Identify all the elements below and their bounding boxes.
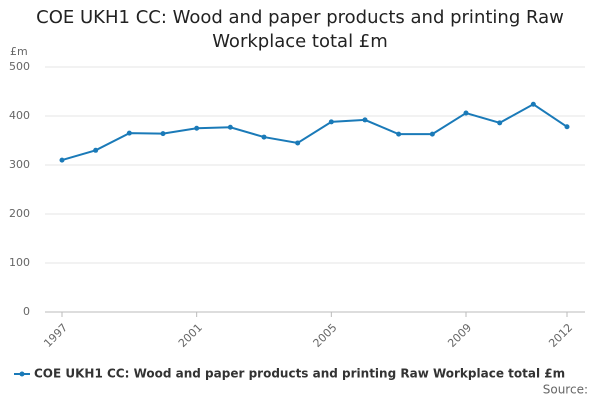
point [59,157,65,163]
chart-title: COE UKH1 CC: Wood and paper products and… [36,7,564,52]
x-tick-label: 2001 [176,321,205,350]
y-tick-label: 200 [9,207,30,220]
point [564,124,570,130]
point [396,131,402,137]
legend-marker [19,371,25,377]
x-tick-label: 2005 [311,321,340,350]
point [429,131,435,137]
y-tick-label: 100 [9,256,30,269]
y-tick-label: 500 [9,60,30,73]
point [261,134,267,140]
point [463,110,469,116]
legend-label: COE UKH1 CC: Wood and paper products and… [34,367,565,381]
point [227,124,233,130]
point [126,130,132,136]
line [61,103,568,162]
point [328,119,334,125]
x-tick-label: 2009 [445,321,474,350]
x-tick-label: 1997 [41,321,70,350]
point [160,131,166,137]
y-tick-label: 300 [9,158,30,171]
point [295,140,301,146]
point [497,120,503,126]
y-axis-label: £m [10,45,28,58]
x-tick-label: 2012 [546,321,575,350]
y-tick-label: 0 [23,305,30,318]
point [194,125,200,131]
point [362,117,368,123]
point [93,147,99,153]
source: Source: [543,383,588,397]
point [530,101,536,107]
y-tick-label: 400 [9,109,30,122]
